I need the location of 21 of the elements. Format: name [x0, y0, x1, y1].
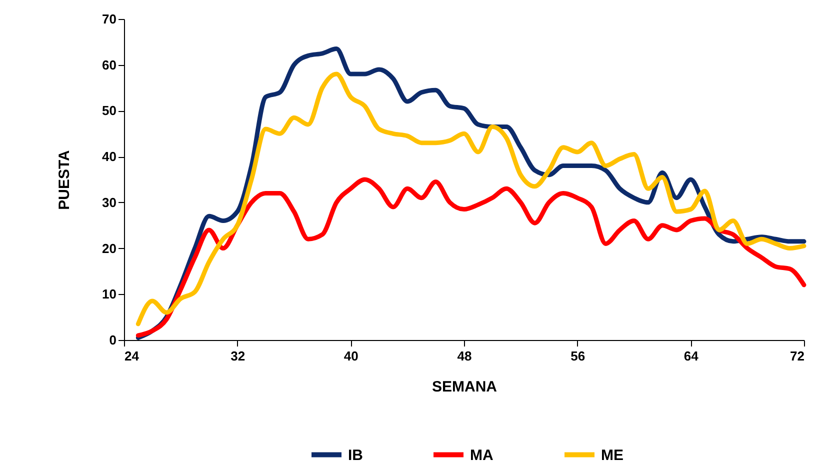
line-series [136, 177, 806, 338]
x-tick-label: 56 [570, 348, 586, 364]
x-tick-label: 40 [344, 348, 358, 364]
y-tick-label: 50 [102, 103, 116, 118]
y-axis-title: PUESTA [56, 150, 74, 210]
y-tick-label: 30 [102, 194, 116, 210]
x-tick-label: 32 [230, 348, 246, 364]
legend-label: ME [601, 446, 624, 464]
x-tick-label: 24 [124, 348, 140, 364]
y-tick-label: 20 [102, 240, 116, 256]
legend-label: IB [348, 446, 364, 464]
y-tick-label: 40 [102, 149, 116, 164]
y-tick-label: 0 [109, 332, 116, 348]
x-axis-title: SEMANA [432, 378, 498, 396]
x-tick-label: 64 [684, 348, 700, 364]
y-tick-label: 60 [102, 57, 116, 72]
x-tick-label: 48 [457, 348, 472, 364]
legend-label: MA [470, 446, 494, 464]
y-tick-label: 10 [102, 286, 116, 302]
x-tick-label: 72 [790, 348, 804, 364]
y-tick-label: 70 [102, 12, 116, 26]
